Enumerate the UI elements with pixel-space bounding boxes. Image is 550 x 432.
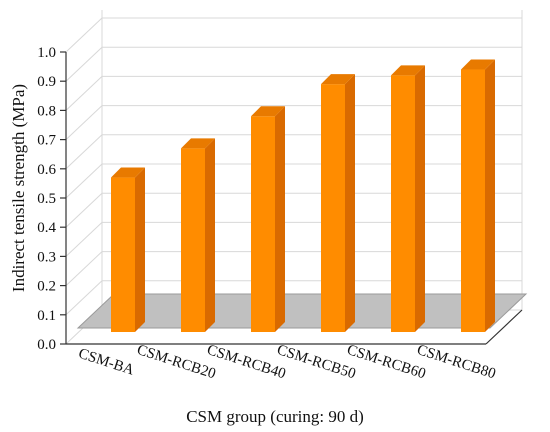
y-tick-label: 0.2: [37, 279, 56, 295]
side-gridline: [65, 105, 103, 140]
side-gridline: [65, 280, 103, 316]
x-axis-depth-line: [485, 309, 523, 345]
y-tick-label: 0.9: [37, 74, 56, 90]
bar-top: [111, 167, 145, 178]
bar-front: [111, 177, 135, 332]
bar: [181, 138, 215, 332]
side-gridline: [65, 163, 103, 199]
y-tick-label: 0.5: [37, 191, 56, 207]
x-axis-title: CSM group (curing: 90 d): [186, 407, 364, 426]
side-gridline: [65, 76, 103, 111]
chart-floor: [76, 293, 528, 329]
bar-top: [391, 65, 425, 76]
bar-top: [251, 106, 285, 117]
bar-front: [391, 75, 415, 333]
x-tick-label: CSM-RCB20: [135, 342, 218, 382]
bar-top: [321, 74, 355, 85]
bar: [111, 167, 145, 332]
bar-side: [275, 106, 285, 333]
y-tick-label: 0.6: [37, 162, 56, 178]
side-gridline: [65, 17, 103, 53]
x-tick-label: CSM-BA: [76, 346, 136, 379]
bar-side: [485, 59, 495, 333]
bar-front: [461, 69, 485, 333]
chart-grid: [65, 10, 523, 345]
x-tick-label: CSM-RCB80: [415, 342, 498, 382]
y-tick-label: 0.4: [37, 220, 56, 236]
bar-front: [321, 84, 345, 333]
x-tick-label: CSM-RCB60: [345, 342, 428, 382]
side-gridline: [65, 192, 103, 228]
bar-side: [205, 138, 215, 332]
bar: [461, 59, 495, 333]
bar-side: [415, 65, 425, 333]
side-gridline: [65, 134, 103, 170]
y-tick-label: 0.1: [37, 308, 56, 324]
bar-front: [251, 116, 275, 333]
y-tick-label: 0.8: [37, 103, 56, 119]
y-tick-label: 0.7: [37, 133, 56, 149]
bar-side: [135, 167, 145, 332]
y-tick-label: 1.0: [37, 45, 56, 61]
chart-floor-layer: [76, 293, 528, 329]
bar-top: [181, 138, 215, 149]
y-tick-labels: 0.0 0.1 0.2 0.3 0.4 0.5 0.6 0.7 0.8 0.9 1.0: [37, 45, 56, 353]
side-gridline: [65, 251, 103, 286]
side-gridline: [65, 222, 103, 257]
chart-axes: [60, 51, 523, 345]
side-gridline: [65, 46, 103, 82]
x-tick-label: CSM-RCB50: [275, 342, 358, 382]
bar: [321, 74, 355, 333]
bar-front: [181, 148, 205, 332]
x-tick-labels: CSM-BACSM-RCB20CSM-RCB40CSM-RCB50CSM-RCB…: [76, 342, 497, 382]
y-tick-label: 0.3: [37, 249, 56, 265]
bar: [391, 65, 425, 333]
x-tick-label: CSM-RCB40: [205, 342, 288, 382]
chart-bars: [111, 59, 495, 333]
bar-side: [345, 74, 355, 333]
y-tick-label: 0.0: [37, 337, 56, 353]
bar: [251, 106, 285, 333]
y-axis-title: Indirect tensile strength (MPa): [9, 84, 28, 292]
bar-top: [461, 59, 495, 70]
